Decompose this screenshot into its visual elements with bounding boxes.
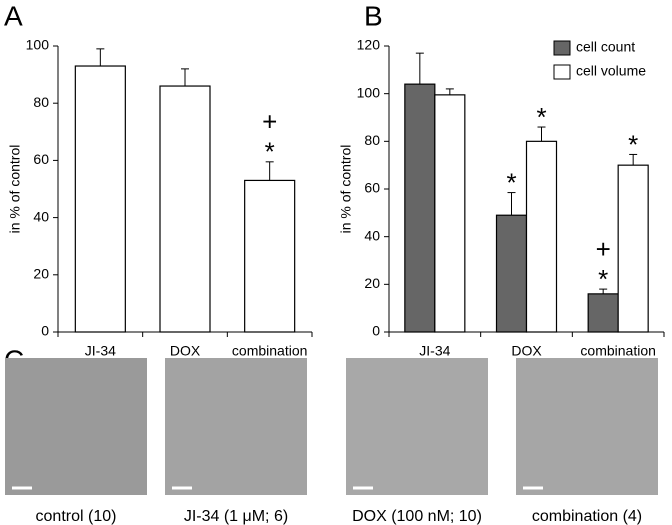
y-tick-label: 60 [364,180,380,196]
x-tick-label: DOX [511,343,542,359]
y-tick-label: 20 [364,275,380,291]
bar [434,94,466,333]
x-tick-label: DOX [170,343,201,359]
bar [159,85,211,333]
significance-mark: * [265,137,275,167]
y-tick-label: 0 [41,323,49,339]
x-tick-label: combination [580,343,656,359]
significance-mark: * [506,167,516,197]
micrograph [5,358,147,495]
caption: JI-34 (1 μM; 6) [184,508,288,525]
y-tick-label: 40 [33,208,49,224]
y-tick-label: 0 [372,323,380,339]
x-tick-label: JI-34 [419,343,450,359]
y-axis-label: in % of control [7,145,23,234]
y-tick-label: 120 [357,37,381,53]
caption: combination (4) [532,508,642,525]
legend-label: cell volume [576,63,646,79]
bar [617,164,649,333]
y-axis-label: in % of control [338,145,354,234]
bar [244,179,296,333]
significance-mark: * [598,264,608,294]
bar [525,140,558,333]
x-tick-label: JI-34 [85,343,116,359]
micrograph [516,358,658,495]
significance-mark: + [596,234,611,264]
legend-swatch [553,64,571,80]
significance-mark: + [262,107,277,137]
bar [495,214,528,333]
y-tick-label: 20 [33,266,49,282]
y-tick-label: 80 [364,132,380,148]
y-tick-label: 100 [26,37,50,53]
y-tick-label: 80 [33,94,49,110]
significance-mark: * [628,129,638,159]
panel-label: B [364,0,383,31]
panel-label: A [4,0,23,31]
x-tick-label: combination [232,343,308,359]
caption: control (10) [36,508,117,525]
bar [404,83,436,333]
micrographs [5,358,658,495]
bar [74,65,126,333]
y-tick-label: 60 [33,151,49,167]
significance-mark: * [536,102,546,132]
micrograph [346,358,488,495]
legend-label: cell count [576,39,635,55]
legend-swatch [553,40,571,56]
y-tick-label: 40 [364,227,380,243]
y-tick-label: 100 [357,84,381,100]
bar [587,293,619,333]
caption: DOX (100 nM; 10) [352,508,482,525]
micrograph [165,358,307,495]
